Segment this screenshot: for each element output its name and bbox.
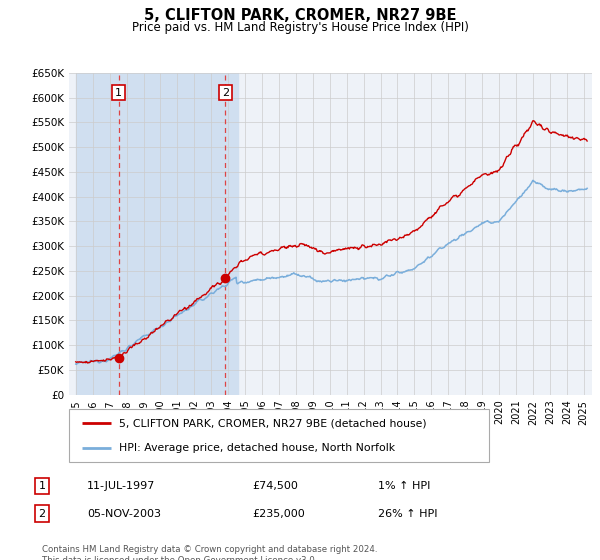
Bar (76, 73, 238, 395)
Text: 1: 1 (115, 87, 122, 97)
Text: Price paid vs. HM Land Registry's House Price Index (HPI): Price paid vs. HM Land Registry's House … (131, 21, 469, 34)
FancyBboxPatch shape (69, 409, 489, 462)
Text: 5, CLIFTON PARK, CROMER, NR27 9BE (detached house): 5, CLIFTON PARK, CROMER, NR27 9BE (detac… (119, 418, 427, 428)
Text: 5, CLIFTON PARK, CROMER, NR27 9BE: 5, CLIFTON PARK, CROMER, NR27 9BE (144, 8, 456, 24)
Text: HPI: Average price, detached house, North Norfolk: HPI: Average price, detached house, Nort… (119, 442, 395, 452)
Text: £74,500: £74,500 (252, 481, 298, 491)
Text: Contains HM Land Registry data © Crown copyright and database right 2024.
This d: Contains HM Land Registry data © Crown c… (42, 545, 377, 560)
Text: 05-NOV-2003: 05-NOV-2003 (87, 508, 161, 519)
Text: 2: 2 (38, 508, 46, 519)
Text: 1% ↑ HPI: 1% ↑ HPI (378, 481, 430, 491)
Text: 1: 1 (38, 481, 46, 491)
Text: £235,000: £235,000 (252, 508, 305, 519)
Text: 11-JUL-1997: 11-JUL-1997 (87, 481, 155, 491)
Text: 2: 2 (222, 87, 229, 97)
Text: 26% ↑ HPI: 26% ↑ HPI (378, 508, 437, 519)
